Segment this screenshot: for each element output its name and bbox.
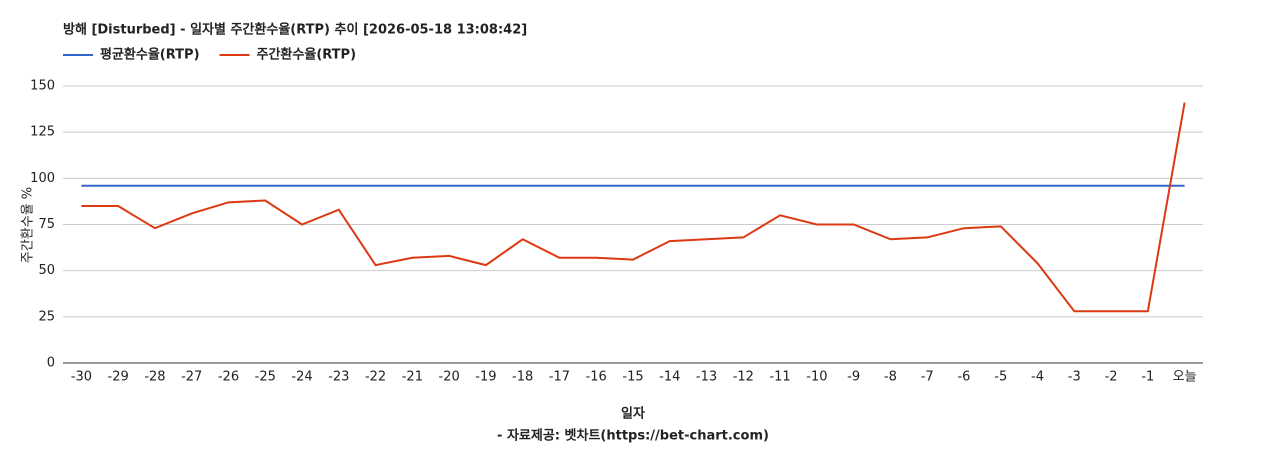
- x-tick-label: -20: [439, 370, 460, 385]
- x-tick-label: -11: [769, 370, 790, 385]
- x-tick-label: -14: [659, 370, 680, 385]
- y-tick-label: 125: [30, 125, 55, 140]
- y-tick-label: 50: [38, 263, 55, 278]
- x-tick-label: -18: [512, 370, 533, 385]
- x-tick-label: -23: [328, 370, 349, 385]
- x-tick-label: -21: [402, 370, 423, 385]
- y-axis-title: 주간환수율 %: [21, 187, 36, 263]
- x-tick-label: 오늘: [1173, 370, 1197, 385]
- x-tick-label: -5: [994, 370, 1007, 385]
- x-tick-label: -13: [696, 370, 717, 385]
- x-tick-label: -6: [957, 370, 970, 385]
- x-tick-label: -12: [733, 370, 754, 385]
- x-tick-label: -16: [586, 370, 607, 385]
- x-tick-label: -25: [255, 370, 276, 385]
- y-tick-label: 75: [38, 217, 55, 232]
- legend-label: 평균환수율(RTP): [100, 47, 200, 63]
- x-tick-label: -8: [884, 370, 897, 385]
- x-tick-label: -19: [475, 370, 496, 385]
- x-tick-label: -24: [291, 370, 312, 385]
- x-tick-label: -7: [921, 370, 934, 385]
- x-tick-label: -30: [71, 370, 92, 385]
- footer: - 자료제공: 벳차트(https://bet-chart.com): [497, 428, 769, 444]
- x-tick-label: -1: [1141, 370, 1154, 385]
- x-tick-label: -22: [365, 370, 386, 385]
- x-tick-label: -3: [1068, 370, 1081, 385]
- x-tick-label: -2: [1105, 370, 1118, 385]
- series-line: [81, 102, 1186, 313]
- x-axis-title: 일자: [621, 407, 645, 422]
- y-tick-label: 150: [30, 79, 55, 94]
- y-tick-label: 0: [47, 356, 55, 371]
- y-tick-label: 100: [30, 171, 55, 186]
- y-tick-label: 25: [38, 309, 55, 324]
- x-tick-label: -17: [549, 370, 570, 385]
- chart-title: 방해 [Disturbed] - 일자별 주간환수율(RTP) 추이 [2026…: [63, 22, 527, 38]
- legend-label: 주간환수율(RTP): [257, 47, 357, 63]
- x-tick-label: -10: [806, 370, 827, 385]
- x-tick-label: -28: [144, 370, 165, 385]
- x-tick-label: -4: [1031, 370, 1044, 385]
- x-tick-label: -9: [847, 370, 860, 385]
- x-tick-label: -26: [218, 370, 239, 385]
- x-tick-label: -15: [622, 370, 643, 385]
- x-tick-label: -27: [181, 370, 202, 385]
- x-tick-label: -29: [108, 370, 129, 385]
